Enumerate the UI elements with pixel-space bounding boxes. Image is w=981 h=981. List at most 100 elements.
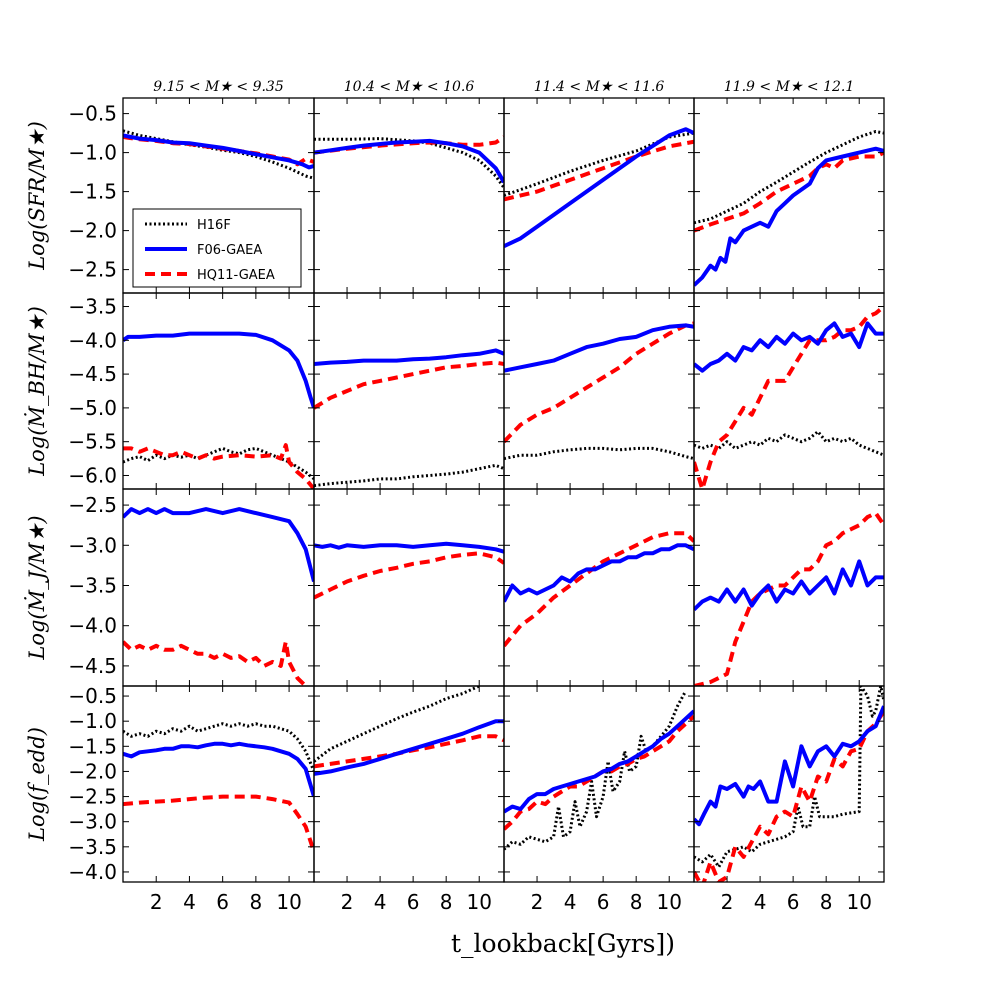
panel-frame bbox=[313, 97, 505, 294]
panel-grid: −0.5−1.0−1.5−2.0−2.5−3.5−4.0−4.5−5.0−5.5… bbox=[68, 97, 885, 914]
series-h16f-r2-c1 bbox=[123, 446, 314, 481]
series-h16f-r1-c4 bbox=[694, 130, 884, 225]
series-f06-r1-c4 bbox=[694, 146, 884, 287]
x-tick-label: 10 bbox=[846, 890, 871, 914]
series-f06-r4-c4 bbox=[694, 705, 884, 827]
series-f06-r2-c3 bbox=[504, 323, 694, 373]
legend: H16F F06-GAEA HQ11-GAEA bbox=[132, 208, 302, 288]
series-f06-r1-c3 bbox=[504, 127, 694, 249]
series-f06-r2-c2 bbox=[314, 348, 504, 366]
series-f06-r1-c2 bbox=[314, 138, 504, 184]
y-tick-label: −3.5 bbox=[68, 295, 117, 319]
x-tick-label: 8 bbox=[820, 890, 833, 914]
y-axis-label-row-4: Log(f_edd) bbox=[25, 727, 49, 842]
y-tick-label: −1.0 bbox=[68, 709, 117, 733]
panel-frame bbox=[122, 685, 315, 883]
x-tick-label: 4 bbox=[374, 890, 387, 914]
y-axis-label-row-1: Log(SFR/M★) bbox=[25, 121, 49, 271]
y-tick-label: −4.5 bbox=[68, 362, 117, 386]
panel-r2-c4 bbox=[693, 292, 885, 490]
y-tick-label: −4.0 bbox=[68, 614, 117, 638]
panel-frame bbox=[503, 685, 695, 883]
series-hq11-r2-c1 bbox=[123, 443, 314, 489]
panel-r1-c3 bbox=[503, 97, 695, 294]
series-h16f-r4-c2 bbox=[314, 686, 480, 763]
series-hq11-r3-c1 bbox=[123, 639, 308, 686]
series-h16f-r1-c3 bbox=[504, 131, 694, 197]
y-tick-label: −6.0 bbox=[68, 463, 117, 487]
y-tick-label: −2.0 bbox=[68, 759, 117, 783]
series-f06-r3-c1 bbox=[123, 507, 314, 582]
series-hq11-r4-c1 bbox=[123, 794, 314, 853]
x-tick-label: 8 bbox=[440, 890, 453, 914]
series-f06-r3-c3 bbox=[504, 543, 694, 603]
panel-r4-c2: 2 4 6 8 10 bbox=[313, 685, 505, 914]
series-f06-r4-c1 bbox=[123, 741, 314, 798]
x-tick-label: 4 bbox=[564, 890, 577, 914]
x-tick-label: 2 bbox=[150, 890, 163, 914]
column-titles: 9.15 < M★ < 9.35 10.4 < M★ < 10.6 11.4 < M… bbox=[153, 79, 854, 95]
y-tick-label: −2.5 bbox=[68, 258, 117, 282]
panel-r3-c3 bbox=[503, 488, 695, 687]
column-title-1: 9.15 < M★ < 9.35 bbox=[153, 79, 284, 95]
panel-frame bbox=[693, 292, 885, 490]
y-tick-label: −2.5 bbox=[68, 785, 117, 809]
panel-r4-c3: 2 4 6 8 10 bbox=[503, 685, 695, 914]
series-hq11-r1-c3 bbox=[504, 139, 694, 202]
series-h16f-r4-c4 bbox=[694, 686, 884, 869]
x-tick-label: 2 bbox=[531, 890, 544, 914]
series-hq11-r2-c4 bbox=[694, 304, 884, 489]
y-tick-label: −5.0 bbox=[68, 396, 117, 420]
x-tick-label: 10 bbox=[656, 890, 681, 914]
panel-r1-c4 bbox=[693, 97, 885, 294]
panel-frame bbox=[503, 97, 695, 294]
legend-label-hq11: HQ11-GAEA bbox=[197, 268, 275, 283]
row-y-labels: Log(SFR/M★) Log(Ṁ_BH/M★) Log(Ṁ_J/M★) Log(f_… bbox=[25, 121, 49, 842]
x-tick-label: 6 bbox=[407, 890, 420, 914]
series-h16f-r2-c4 bbox=[694, 430, 884, 457]
y-tick-label: −4.0 bbox=[68, 328, 117, 352]
y-tick-label: −5.5 bbox=[68, 430, 117, 454]
panel-frame bbox=[503, 488, 695, 687]
series-h16f-r4-c1 bbox=[123, 722, 314, 772]
panel-r1-c1: −0.5 −1.0 −1.5 −2.0 −2.5 bbox=[68, 97, 315, 294]
y-tick-label: −0.5 bbox=[68, 684, 117, 708]
x-tick-label: 8 bbox=[250, 890, 263, 914]
panel-frame bbox=[693, 685, 885, 883]
panel-r2-c2 bbox=[313, 292, 505, 490]
y-tick-label: −3.5 bbox=[68, 835, 117, 859]
x-tick-label: 10 bbox=[276, 890, 301, 914]
series-h16f-r4-c3 bbox=[504, 690, 688, 851]
y-tick-label: −1.0 bbox=[68, 141, 117, 165]
x-tick-label: 8 bbox=[630, 890, 643, 914]
y-tick-label: −4.5 bbox=[68, 654, 117, 678]
y-tick-label: −4.0 bbox=[68, 860, 117, 884]
x-tick-label: 2 bbox=[721, 890, 734, 914]
x-tick-label: 4 bbox=[183, 890, 196, 914]
series-hq11-r3-c4 bbox=[694, 511, 884, 686]
panel-r2-c1: −3.5 −4.0 −4.5 −5.0 −5.5 −6.0 bbox=[68, 292, 315, 490]
panel-r3-c4 bbox=[693, 488, 885, 687]
y-tick-label: −2.0 bbox=[68, 219, 117, 243]
series-hq11-r4-c4 bbox=[694, 709, 884, 882]
series-hq11-r2-c3 bbox=[504, 321, 694, 444]
y-tick-label: −1.5 bbox=[68, 180, 117, 204]
panel-r1-c2 bbox=[313, 97, 505, 294]
series-f06-r2-c4 bbox=[694, 321, 884, 373]
panel-frame bbox=[313, 685, 505, 883]
column-title-4: 11.9 < M★ < 12.1 bbox=[724, 79, 855, 95]
y-tick-label: −3.5 bbox=[68, 573, 117, 597]
series-f06-r4-c2 bbox=[314, 719, 504, 776]
series-h16f-r1-c2 bbox=[314, 137, 504, 189]
panel-r2-c3 bbox=[503, 292, 695, 490]
series-f06-r2-c1 bbox=[123, 331, 314, 409]
y-tick-label: −2.5 bbox=[68, 493, 117, 517]
legend-label-f06: F06-GAEA bbox=[197, 243, 262, 258]
y-tick-label: −3.0 bbox=[68, 810, 117, 834]
panel-r3-c1: −2.5 −3.0 −3.5 −4.0 −4.5 bbox=[68, 488, 315, 687]
x-tick-label: 10 bbox=[466, 890, 491, 914]
y-axis-label-row-2: Log(Ṁ_BH/M★) bbox=[25, 306, 49, 477]
x-tick-label: 2 bbox=[341, 890, 354, 914]
x-tick-label: 4 bbox=[754, 890, 767, 914]
panel-frame bbox=[503, 292, 695, 490]
